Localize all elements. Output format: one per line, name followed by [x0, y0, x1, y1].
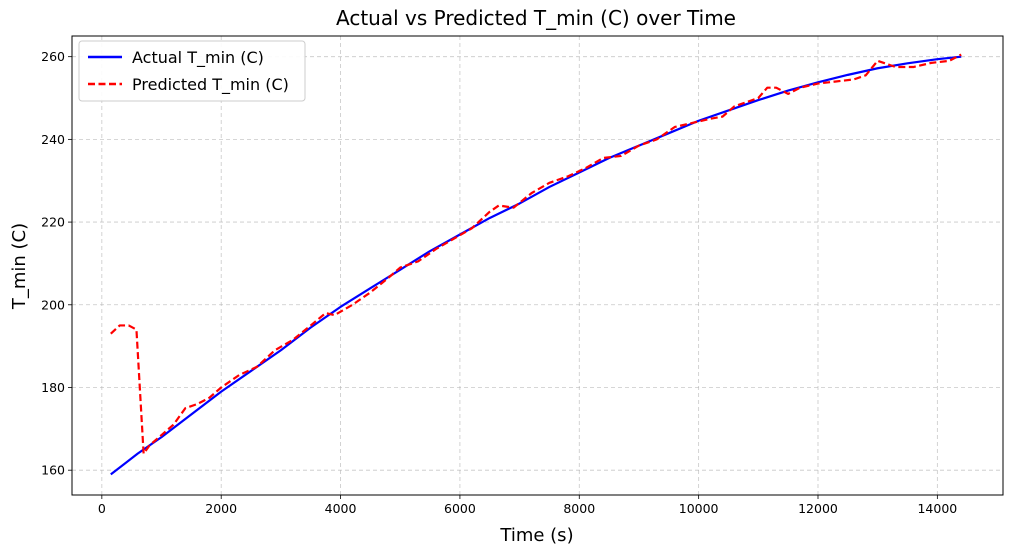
x-tick-label: 6000: [444, 501, 476, 516]
legend: Actual T_min (C) Predicted T_min (C): [78, 40, 306, 102]
y-tick-label: 160: [41, 463, 65, 478]
x-tick-label: 14000: [917, 501, 957, 516]
plot-frame: [71, 35, 1004, 496]
legend-frame: [78, 40, 306, 102]
y-tick-label: 240: [41, 132, 65, 147]
y-tick-label: 180: [41, 380, 65, 395]
y-tick-label: 220: [41, 215, 65, 230]
series-line-predicted: [110, 53, 962, 455]
y-tick-label: 260: [41, 49, 65, 64]
legend-label-predicted: Predicted T_min (C): [132, 75, 289, 95]
legend-label-actual: Actual T_min (C): [132, 48, 264, 68]
chart-title: Actual vs Predicted T_min (C) over Time: [336, 6, 736, 30]
y-axis-label: T_min (C): [9, 223, 30, 310]
x-tick-label: 2000: [205, 501, 237, 516]
x-axis-label: Time (s): [499, 525, 573, 546]
x-tick-label: 4000: [325, 501, 357, 516]
x-tick-label: 8000: [563, 501, 595, 516]
y-tick-label: 200: [41, 297, 65, 312]
x-tick-label: 0: [98, 501, 106, 516]
series-line-actual: [110, 55, 962, 476]
x-tick-label: 12000: [798, 501, 838, 516]
series-layer: [110, 53, 962, 476]
x-tick-label: 10000: [679, 501, 719, 516]
ticks: 0 2000 4000 6000 8000 10000 12000 14000 160 180 20…: [41, 49, 957, 516]
